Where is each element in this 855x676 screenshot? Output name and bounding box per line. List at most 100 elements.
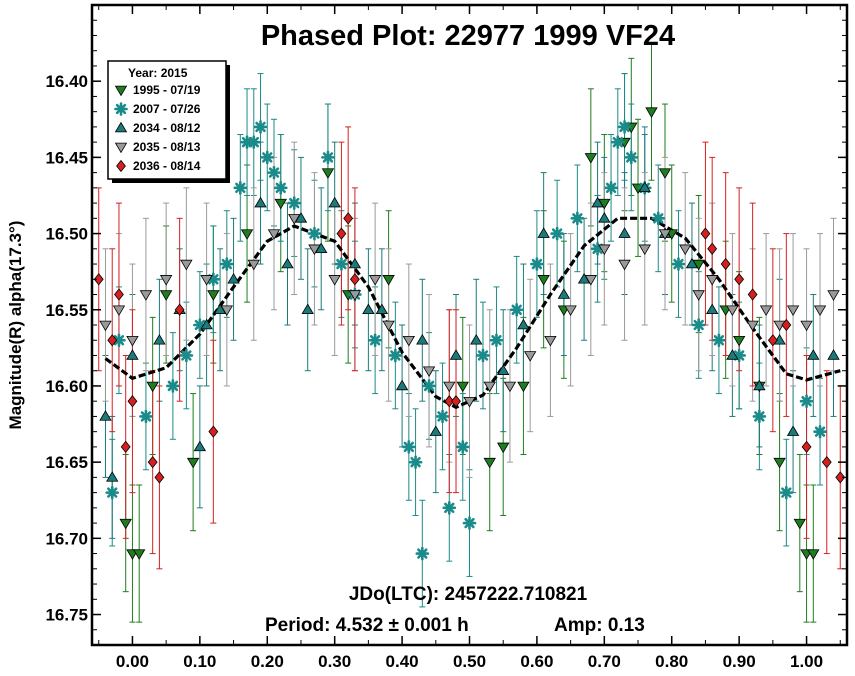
data-point xyxy=(200,318,213,330)
data-point xyxy=(281,257,294,269)
data-point xyxy=(200,275,213,286)
asterisk-stroke xyxy=(181,350,192,361)
data-point xyxy=(408,455,423,469)
data-point xyxy=(685,257,699,269)
y-axis-ticks: 16.40 16.45 16.50 16.55 16.60 16.65 16.70 16.75 xyxy=(45,19,847,646)
asterisk-stroke xyxy=(491,335,502,346)
data-point xyxy=(233,181,248,195)
legend: Year: 2015 1995 - 07/19 2007 - 07/26 2034 … xyxy=(107,60,230,183)
data-point xyxy=(402,440,416,454)
data-point xyxy=(624,150,639,165)
data-point xyxy=(720,257,731,271)
data-point xyxy=(638,181,651,193)
data-point xyxy=(193,440,207,452)
data-point xyxy=(455,440,470,454)
asterisk-stroke xyxy=(235,182,246,194)
data-point xyxy=(658,168,672,179)
data-point xyxy=(126,349,139,360)
data-point xyxy=(93,273,104,286)
data-point xyxy=(786,425,800,436)
data-point xyxy=(550,226,564,241)
data-point xyxy=(422,379,436,393)
data-point xyxy=(273,181,288,195)
data-point xyxy=(451,395,461,408)
data-point xyxy=(584,153,598,164)
data-point xyxy=(254,196,267,208)
asterisk-stroke xyxy=(140,411,152,422)
data-point xyxy=(120,440,131,454)
asterisk-stroke xyxy=(713,335,725,346)
data-point xyxy=(781,318,792,332)
data-point xyxy=(786,305,800,317)
data-point xyxy=(444,395,455,408)
data-point xyxy=(746,320,759,332)
x-tick-label: 0.10 xyxy=(183,652,216,671)
data-point xyxy=(99,410,112,421)
x-tick-label: 0.40 xyxy=(386,652,419,671)
data-point xyxy=(679,244,692,256)
asterisk-stroke xyxy=(605,182,617,194)
data-point xyxy=(139,290,153,301)
data-point xyxy=(321,150,335,165)
y-tick-label: 16.60 xyxy=(45,377,88,396)
data-point xyxy=(153,333,166,345)
x-tick-label: 0.30 xyxy=(318,652,351,671)
data-point xyxy=(343,212,354,225)
data-point xyxy=(691,318,706,332)
data-point xyxy=(618,227,631,238)
data-point xyxy=(166,379,180,393)
data-point xyxy=(503,381,517,393)
data-point xyxy=(801,440,812,454)
data-point xyxy=(570,211,585,226)
data-point xyxy=(267,165,281,180)
asterisk-stroke xyxy=(551,228,563,239)
x-tick-label: 0.90 xyxy=(723,652,756,671)
data-point xyxy=(422,366,436,378)
data-point xyxy=(186,457,200,469)
asterisk-stroke xyxy=(248,136,259,148)
data-point xyxy=(114,288,124,301)
fit-curve xyxy=(104,216,841,410)
asterisk-stroke xyxy=(262,152,273,163)
data-point xyxy=(476,348,490,363)
legend-label: 2034 - 08/12 xyxy=(133,121,201,135)
data-point xyxy=(180,259,193,271)
data-point xyxy=(671,257,686,271)
legend-box xyxy=(107,60,227,180)
data-point xyxy=(375,303,389,315)
data-point xyxy=(362,303,375,315)
amplitude-label: Amp: 0.13 xyxy=(554,615,645,636)
y-axis-label: Magnitude(R) alpha(17.3°) xyxy=(6,221,25,430)
asterisk-stroke xyxy=(107,487,118,498)
data-point xyxy=(274,198,287,210)
data-point xyxy=(207,290,220,301)
data-point xyxy=(395,379,409,391)
data-point xyxy=(119,518,132,530)
data-point xyxy=(483,381,496,393)
data-point xyxy=(267,229,281,240)
x-tick-label: 0.50 xyxy=(453,652,486,671)
data-point xyxy=(651,211,666,226)
data-point xyxy=(301,303,314,315)
asterisk-stroke xyxy=(194,319,206,331)
data-point xyxy=(807,549,820,560)
x-tick-label: 0.20 xyxy=(251,652,284,671)
x-tick-label: 1.00 xyxy=(790,652,823,671)
data-point xyxy=(827,349,840,360)
asterisk-stroke xyxy=(167,380,179,392)
data-point xyxy=(759,305,773,317)
data-point xyxy=(497,442,510,454)
legend-title: Year: 2015 xyxy=(128,66,188,80)
asterisk-stroke xyxy=(619,121,630,133)
asterisk-stroke xyxy=(369,335,381,346)
data-point xyxy=(174,303,185,316)
asterisk-stroke xyxy=(390,350,401,361)
asterisk-stroke xyxy=(221,258,233,270)
data-point xyxy=(240,229,254,240)
data-point xyxy=(105,485,120,500)
data-point xyxy=(328,275,341,286)
data-point xyxy=(442,501,457,515)
asterisk-stroke xyxy=(417,548,428,559)
legend-label: 1995 - 07/19 xyxy=(133,83,201,97)
